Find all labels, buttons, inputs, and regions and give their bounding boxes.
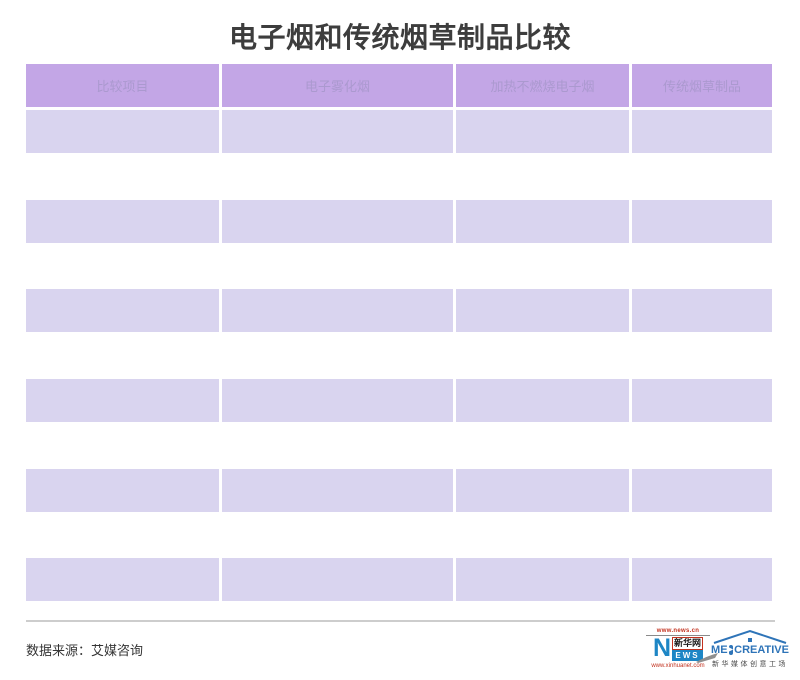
table-cell xyxy=(26,110,219,153)
header-cell: 传统烟草制品 xyxy=(632,64,772,107)
xinhuanet-name-cn: 新华网 xyxy=(672,637,704,650)
roof-icon xyxy=(713,629,787,644)
table-row xyxy=(26,289,772,333)
xinhuanet-bottom-url: www.xinhuanet.com xyxy=(651,663,705,669)
table-cell xyxy=(456,558,629,602)
medcreative-word-pre: ME xyxy=(711,644,728,656)
xinhuanet-ews-label: EWS xyxy=(672,650,704,661)
xinhuanet-top-url: www.news.cn xyxy=(646,628,710,636)
xinhuanet-logo: www.news.cn N 新华网 EWS www.xinhuanet.com xyxy=(646,628,718,669)
table-cell xyxy=(632,468,772,512)
xinhuanet-n-icon: N xyxy=(652,634,672,662)
table-header-row: 比较项目 电子雾化烟 加热不燃烧电子烟 传统烟草制品 xyxy=(26,64,772,107)
table-cell xyxy=(632,199,772,243)
table-cell xyxy=(456,199,629,243)
table-row xyxy=(26,558,772,602)
table-cell xyxy=(632,110,772,153)
table-cell xyxy=(456,468,629,512)
medcreative-subtitle-cn: 新华媒体创意工场 xyxy=(712,661,788,668)
xinhuanet-logo-mark: N 新华网 EWS xyxy=(646,634,718,663)
table-body xyxy=(26,110,772,602)
table-row xyxy=(26,468,772,512)
xinhuanet-logo-text: 新华网 EWS xyxy=(672,637,704,661)
table-cell xyxy=(632,558,772,602)
table-cell xyxy=(26,199,219,243)
medcreative-word-post: CREATIVE xyxy=(734,644,789,656)
header-cell: 比较项目 xyxy=(26,64,219,107)
page-title: 电子烟和传统烟草制品比较 xyxy=(228,22,571,53)
table-cell xyxy=(222,110,453,153)
table-cell xyxy=(26,379,219,423)
footer-divider xyxy=(26,620,775,622)
table-cell xyxy=(26,558,219,602)
pen-swoosh-icon xyxy=(696,653,718,663)
play-icon: ▶ xyxy=(728,645,734,655)
comparison-table: 比较项目 电子雾化烟 加热不燃烧电子烟 传统烟草制品 xyxy=(26,64,772,602)
table-cell xyxy=(26,289,219,333)
data-source-note: 数据来源：艾媒咨询 xyxy=(26,643,144,658)
table-cell xyxy=(456,379,629,423)
table-row xyxy=(26,199,772,243)
table-row xyxy=(26,110,772,153)
table-cell xyxy=(456,289,629,333)
header-cell: 加热不燃烧电子烟 xyxy=(456,64,629,107)
table-cell xyxy=(632,289,772,333)
table-cell xyxy=(632,379,772,423)
table-cell xyxy=(222,199,453,243)
table-cell xyxy=(222,379,453,423)
table-row xyxy=(26,379,772,423)
medcreative-wordmark: ME ▶ CREATIVE xyxy=(711,644,789,656)
medcreative-logo: ME ▶ CREATIVE 新华媒体创意工场 xyxy=(711,629,789,669)
table-cell xyxy=(222,468,453,512)
table-cell xyxy=(456,110,629,153)
header-cell: 电子雾化烟 xyxy=(222,64,453,107)
table-cell xyxy=(222,289,453,333)
table-cell xyxy=(222,558,453,602)
table-cell xyxy=(26,468,219,512)
